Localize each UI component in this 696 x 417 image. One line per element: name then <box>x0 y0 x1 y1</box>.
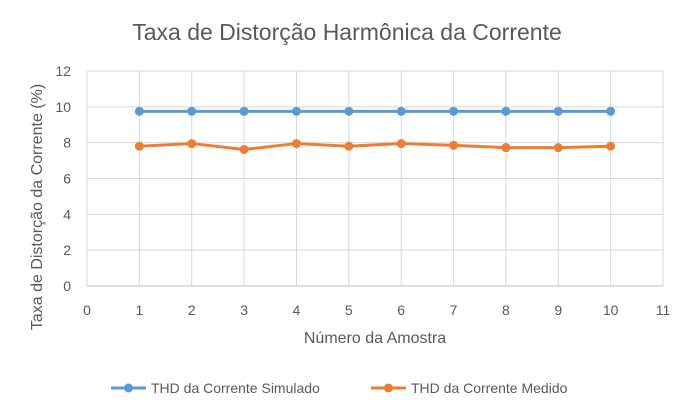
data-point <box>553 143 563 153</box>
y-tick-label: 4 <box>63 206 71 222</box>
x-tick-label: 8 <box>502 302 510 318</box>
x-tick-label: 11 <box>656 302 671 318</box>
data-point <box>187 139 197 149</box>
x-tick-label: 6 <box>397 302 405 318</box>
data-point <box>291 106 301 116</box>
x-tick-label: 5 <box>345 302 353 318</box>
legend-entry-2: THD da Corrente Medido <box>371 380 568 396</box>
legend-label: THD da Corrente Medido <box>411 380 568 396</box>
legend-label: THD da Corrente Simulado <box>151 380 320 396</box>
x-axis-label: Número da Amostra <box>304 330 446 347</box>
data-point <box>134 141 144 151</box>
series-2 <box>134 139 616 154</box>
data-point <box>239 106 249 116</box>
data-point <box>606 141 616 151</box>
data-point <box>239 144 249 154</box>
legend-swatch-marker <box>124 383 133 393</box>
series-line <box>137 142 613 151</box>
y-tick-label: 8 <box>63 135 71 151</box>
data-point <box>606 106 616 116</box>
legend-swatch-marker <box>384 383 393 393</box>
x-tick-label: 0 <box>83 302 91 318</box>
grid <box>86 70 664 286</box>
data-point <box>344 106 354 116</box>
data-point <box>449 140 459 150</box>
y-tick-label: 6 <box>63 171 71 187</box>
data-point <box>501 106 511 116</box>
data-point <box>396 106 406 116</box>
x-tick-label: 10 <box>603 302 619 318</box>
legend: THD da Corrente Simulado THD da Corrente … <box>111 380 568 396</box>
data-point <box>187 106 197 116</box>
data-point <box>134 106 144 116</box>
x-tick-label: 7 <box>450 302 458 318</box>
x-tick-label: 2 <box>188 302 196 318</box>
data-point <box>553 106 563 116</box>
data-point <box>291 139 301 149</box>
legend-entry-1: THD da Corrente Simulado <box>111 380 320 396</box>
x-tick-label: 3 <box>240 302 248 318</box>
data-point <box>449 106 459 116</box>
y-axis-label: Taxa de Distorção da Corrente (%) <box>29 84 46 330</box>
data-point <box>344 141 354 151</box>
data-point <box>396 139 406 149</box>
series-1 <box>134 106 616 116</box>
x-tick-label: 4 <box>293 302 301 318</box>
y-tick-label: 2 <box>63 242 71 258</box>
y-tick-label: 10 <box>55 99 71 115</box>
x-tick-label: 1 <box>135 302 143 318</box>
chart-title: Taxa de Distorção Harmônica da Corrente <box>132 19 562 45</box>
y-tick-label: 0 <box>63 278 71 294</box>
x-tick-label: 9 <box>554 302 562 318</box>
data-point <box>501 143 511 153</box>
series-group <box>134 106 616 154</box>
y-tick-label: 12 <box>55 63 71 79</box>
